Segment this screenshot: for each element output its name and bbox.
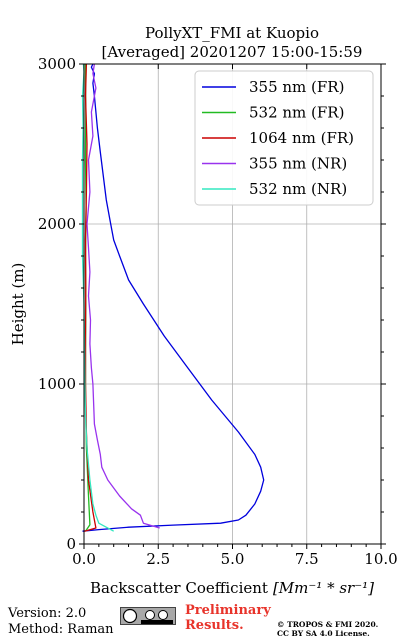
series-line-1064-nm-fr-: [84, 63, 97, 532]
x-axis-label: Backscatter Coefficient: [90, 579, 268, 597]
y-axis-label: Height (m): [9, 263, 27, 346]
x-tick-label: 0.0: [72, 550, 96, 568]
x-axis-unit: [Mm⁻¹ * sr⁻¹]: [273, 579, 374, 597]
legend-label: 532 nm (FR): [249, 104, 344, 122]
chart-title: PollyXT_FMI at Kuopio: [145, 24, 319, 42]
y-tick-label: 2000: [38, 215, 76, 233]
preliminary-line-2: Results.: [185, 618, 244, 633]
series-line-355-nm-nr-: [86, 63, 160, 529]
preliminary-notice: Preliminary Results.: [185, 603, 271, 633]
preliminary-line-1: Preliminary: [185, 603, 271, 618]
cc-license-logo: [120, 607, 176, 625]
x-tick-label: 10.0: [364, 550, 397, 568]
legend-label: 355 nm (FR): [249, 78, 344, 96]
y-tick-label: 0: [66, 535, 76, 553]
series-line-532-nm-nr-: [81, 63, 115, 532]
legend-label: 1064 nm (FR): [249, 129, 354, 147]
tick-layer: 0.0 2.5 5.0 7.5 10.0 0 1000 2000 3000: [38, 55, 398, 568]
legend-label: 532 nm (NR): [249, 180, 347, 198]
y-tick-label: 1000: [38, 375, 76, 393]
series-layer: [81, 63, 265, 532]
x-tick-label: 2.5: [146, 550, 170, 568]
backscatter-chart: 0.0 2.5 5.0 7.5 10.0 0 1000 2000 3000 PollyXT_FM…: [9, 24, 398, 597]
copyright-line-1: © TROPOS & FMI 2020.: [277, 620, 379, 629]
version-text: Version: 2.0: [8, 606, 87, 621]
method-text: Method: Raman: [8, 622, 114, 637]
legend-box: [194, 70, 374, 206]
chart-subtitle: [Averaged] 20201207 15:00-15:59: [102, 43, 363, 61]
copyright-notice: © TROPOS & FMI 2020. CC BY SA 4.0 Licens…: [277, 620, 378, 638]
cc-logo-icon: [121, 608, 175, 624]
legend: 355 nm (FR) 532 nm (FR) 1064 nm (FR) 355 nm…: [194, 70, 374, 206]
legend-label: 355 nm (NR): [249, 155, 347, 173]
legend-items: 355 nm (FR) 532 nm (FR) 1064 nm (FR) 355 nm…: [202, 78, 354, 198]
x-axis-label-group: Backscatter Coefficient [Mm⁻¹ * sr⁻¹]: [90, 579, 374, 597]
series-line-355-nm-fr-: [82, 63, 265, 532]
x-tick-label: 7.5: [295, 550, 319, 568]
y-tick-label: 3000: [38, 55, 76, 73]
x-tick-label: 5.0: [221, 550, 245, 568]
copyright-line-2: CC BY SA 4.0 License.: [277, 629, 370, 638]
